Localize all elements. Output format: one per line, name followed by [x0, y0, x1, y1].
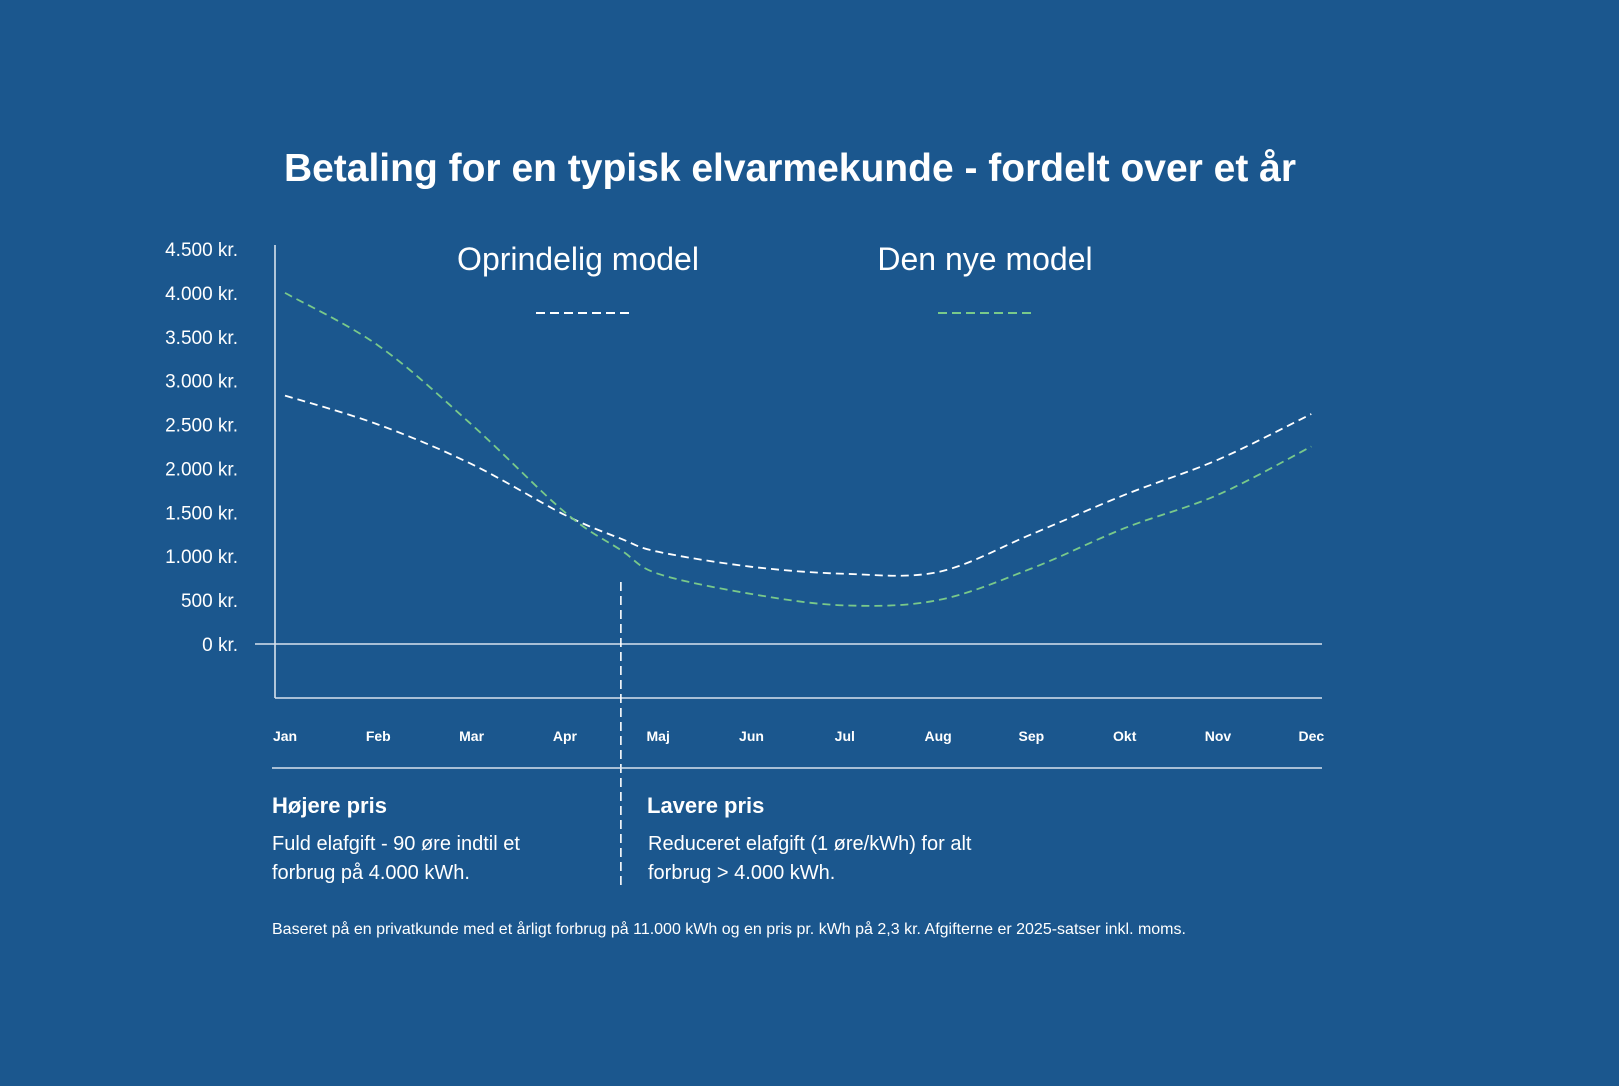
series-layer — [284, 292, 1312, 607]
section-left-line2: forbrug på 4.000 kWh. — [272, 862, 470, 884]
footnote: Baseret på en privatkunde med et årligt … — [272, 920, 1186, 938]
x-tick-label: Mar — [459, 728, 484, 744]
series-line-new — [284, 292, 1312, 607]
section-left-line1: Fuld elafgift - 90 øre indtil et — [272, 833, 520, 855]
y-tick-label: 0 kr. — [202, 635, 238, 656]
y-axis-labels: 0 kr. 500 kr. 1.000 kr. 1.500 kr. 2.000 kr. 2… — [165, 240, 238, 656]
legend-label-new: Den nye model — [877, 241, 1092, 277]
series-line-original — [284, 394, 1312, 577]
x-tick-label: Jun — [739, 728, 764, 744]
y-tick-label: 4.500 kr. — [165, 240, 238, 261]
y-tick-label: 3.000 kr. — [165, 372, 238, 393]
section-right-line2: forbrug > 4.000 kWh. — [648, 862, 835, 884]
section-right-line1: Reduceret elafgift (1 øre/kWh) for alt — [648, 833, 972, 855]
x-tick-label: Dec — [1298, 728, 1324, 744]
x-tick-label: Feb — [366, 728, 391, 744]
y-tick-label: 3.500 kr. — [165, 328, 238, 349]
x-tick-label: Jan — [273, 728, 297, 744]
x-tick-label: Jul — [835, 728, 855, 744]
y-tick-label: 2.500 kr. — [165, 416, 238, 437]
y-tick-label: 4.000 kr. — [165, 284, 238, 305]
x-tick-label: Maj — [647, 728, 670, 744]
chart-title: Betaling for en typisk elvarmekunde - fo… — [284, 147, 1296, 190]
y-tick-label: 1.000 kr. — [165, 547, 238, 568]
x-tick-label: Apr — [553, 728, 578, 744]
x-tick-label: Sep — [1019, 728, 1045, 744]
legend-label-original: Oprindelig model — [457, 241, 699, 277]
x-tick-label: Aug — [924, 728, 951, 744]
y-tick-label: 500 kr. — [181, 591, 238, 612]
y-tick-label: 1.500 kr. — [165, 503, 238, 524]
section-left-heading: Højere pris — [272, 793, 387, 818]
section-right-heading: Lavere pris — [647, 793, 764, 818]
x-tick-label: Okt — [1113, 728, 1137, 744]
y-tick-label: 2.000 kr. — [165, 459, 238, 480]
x-tick-label: Nov — [1205, 728, 1232, 744]
axes — [255, 245, 1322, 699]
x-axis-labels: Jan Feb Mar Apr Maj Jun Jul Aug Sep Okt Nov Dec — [273, 728, 1324, 744]
